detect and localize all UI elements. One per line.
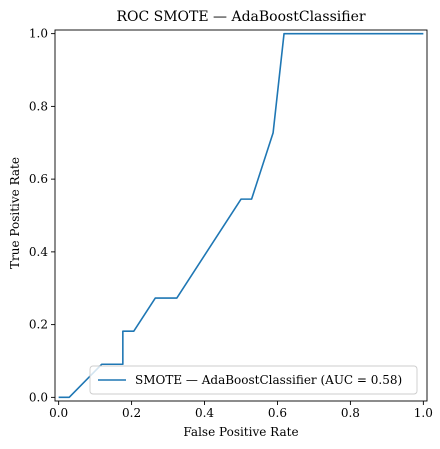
y-tick-label: 0.8 — [29, 99, 48, 113]
plot-area: 0.0 0.2 0.4 0.6 0.8 1.0 0.0 0.2 0.4 0.6 0.8 1.0 SMOT… — [29, 27, 433, 420]
y-tick-label: 0.6 — [29, 172, 48, 186]
legend-box — [89, 365, 418, 395]
x-tick-label: 0.4 — [195, 406, 214, 420]
plot-frame — [54, 29, 428, 402]
x-axis-label: False Positive Rate — [183, 425, 298, 439]
y-tick-label: 0.0 — [29, 390, 48, 404]
x-tick-label: 0.8 — [341, 406, 360, 420]
y-axis-label: True Positive Rate — [8, 157, 22, 269]
y-tick-label: 0.4 — [29, 245, 48, 259]
x-tick-label: 0.2 — [122, 406, 141, 420]
legend-entry-label: SMOTE — AdaBoostClassifier (AUC = 0.58) — [135, 373, 402, 387]
chart-title: ROC SMOTE — AdaBoostClassifier — [116, 9, 365, 25]
x-tick-label: 1.0 — [414, 406, 433, 420]
y-tick-label: 1.0 — [29, 27, 48, 41]
y-tick-label: 0.2 — [29, 318, 48, 332]
roc-curve-line — [58, 32, 424, 399]
x-tick-label: 0.0 — [49, 406, 68, 420]
x-tick-label: 0.6 — [268, 406, 287, 420]
